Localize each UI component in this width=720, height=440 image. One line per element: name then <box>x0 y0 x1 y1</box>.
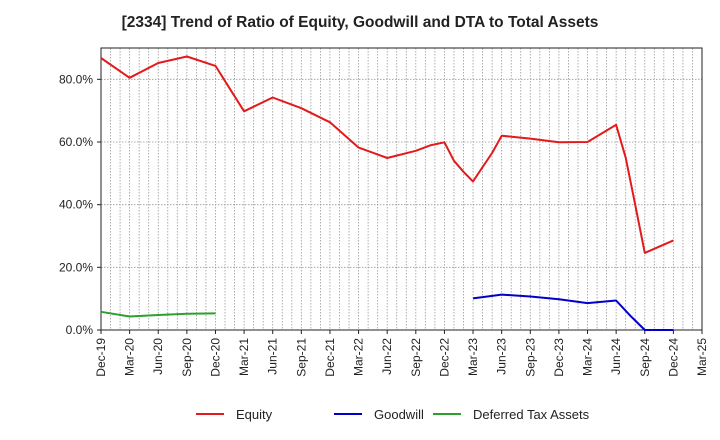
y-tick-label: 80.0% <box>59 72 93 86</box>
x-tick-label: Sep-20 <box>180 338 194 377</box>
series-line-deferred-tax-assets <box>100 310 216 318</box>
y-tick-label: 60.0% <box>59 135 93 149</box>
x-tick-label: Dec-23 <box>552 338 566 377</box>
x-tick-label: Sep-24 <box>638 338 652 377</box>
legend-label: Deferred Tax Assets <box>473 407 590 422</box>
x-tick-label: Mar-22 <box>352 338 366 376</box>
x-tick-label: Sep-22 <box>409 338 423 377</box>
x-tick-label: Jun-21 <box>266 338 280 375</box>
x-tick-label: Sep-23 <box>523 338 537 377</box>
x-tick-label: Mar-20 <box>123 338 137 376</box>
chart-title: [2334] Trend of Ratio of Equity, Goodwil… <box>121 14 599 31</box>
x-tick-label: Dec-24 <box>666 338 680 377</box>
plot-area <box>100 47 703 331</box>
series-line-equity <box>100 55 674 254</box>
series-line-goodwill <box>472 293 674 331</box>
legend: Equity Goodwill Deferred Tax Assets <box>196 407 590 422</box>
legend-label: Equity <box>236 407 273 422</box>
x-axis: Dec-19 Mar-20 Jun-20 Sep-20 Dec-20 Mar-21 Jun-… <box>94 330 709 377</box>
legend-label: Goodwill <box>374 407 424 422</box>
x-tick-label: Jun-22 <box>380 338 394 375</box>
series-lines <box>100 55 674 331</box>
x-tick-label: Dec-21 <box>323 338 337 377</box>
x-tick-label: Jun-24 <box>609 338 623 375</box>
x-tick-label: Mar-24 <box>581 338 595 376</box>
y-axis: 0.0% 20.0% 40.0% 60.0% 80.0% <box>59 72 101 337</box>
x-tick-label: Jun-20 <box>151 338 165 375</box>
x-tick-label: Mar-25 <box>695 338 709 376</box>
grid <box>101 48 702 330</box>
x-tick-label: Jun-23 <box>495 338 509 375</box>
x-tick-label: Dec-19 <box>94 338 108 377</box>
x-tick-label: Dec-20 <box>208 338 222 377</box>
x-tick-label: Sep-21 <box>294 338 308 377</box>
x-tick-label: Mar-23 <box>466 338 480 376</box>
y-tick-label: 0.0% <box>66 323 94 337</box>
x-tick-label: Mar-21 <box>237 338 251 376</box>
y-tick-label: 20.0% <box>59 260 93 274</box>
x-tick-label: Dec-22 <box>437 338 451 377</box>
y-tick-label: 40.0% <box>59 198 93 212</box>
